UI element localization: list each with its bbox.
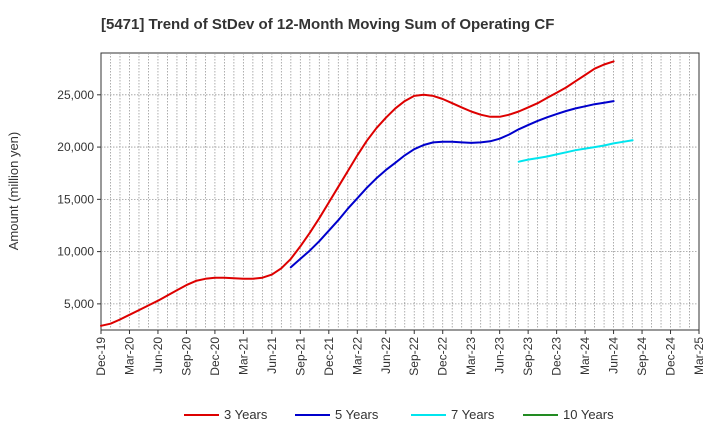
x-tick-label: Jun-23 bbox=[493, 337, 507, 374]
x-tick-label: Dec-19 bbox=[94, 337, 108, 376]
x-tick-label: Dec-20 bbox=[208, 337, 222, 376]
legend-item: 10 Years bbox=[523, 407, 614, 422]
series-line-5-years bbox=[289, 100, 615, 269]
x-tick-label: Sep-24 bbox=[635, 337, 649, 376]
legend-label: 7 Years bbox=[451, 407, 495, 422]
x-tick-label: Mar-22 bbox=[350, 337, 364, 375]
vertical-gridlines bbox=[110, 53, 690, 330]
series-line-3-years bbox=[100, 60, 615, 327]
x-tick-label: Mar-21 bbox=[236, 337, 250, 375]
legend-label: 3 Years bbox=[224, 407, 268, 422]
x-axis-ticks: Dec-19 Mar-20 Jun-20 Sep-20 Dec-20 Mar-21 Jun-… bbox=[94, 330, 706, 376]
x-tick-label: Dec-23 bbox=[550, 337, 564, 376]
x-tick-label: Jun-21 bbox=[265, 337, 279, 374]
x-tick-label: Mar-20 bbox=[122, 337, 136, 375]
x-tick-label: Sep-20 bbox=[179, 337, 193, 376]
y-tick-label: 5,000 bbox=[64, 297, 94, 311]
x-tick-label: Mar-23 bbox=[464, 337, 478, 375]
legend: 3 Years 5 Years 7 Years 10 Years bbox=[184, 407, 614, 422]
x-tick-label: Sep-21 bbox=[293, 337, 307, 376]
x-tick-label: Jun-22 bbox=[379, 337, 393, 374]
y-axis-ticks: 5,000 10,000 15,000 20,000 25,000 bbox=[57, 88, 101, 311]
series-line-7-years bbox=[517, 139, 634, 163]
y-tick-label: 20,000 bbox=[57, 140, 94, 154]
legend-label: 10 Years bbox=[563, 407, 614, 422]
legend-item: 7 Years bbox=[411, 407, 495, 422]
x-tick-label: Dec-21 bbox=[322, 337, 336, 376]
chart-title: [5471] Trend of StDev of 12-Month Moving… bbox=[101, 16, 554, 33]
x-tick-label: Mar-24 bbox=[578, 337, 592, 375]
y-tick-label: 10,000 bbox=[57, 245, 94, 259]
x-tick-label: Mar-25 bbox=[692, 337, 706, 375]
plot-area bbox=[100, 52, 700, 331]
x-tick-label: Dec-22 bbox=[436, 337, 450, 376]
x-tick-label: Sep-22 bbox=[407, 337, 421, 376]
y-tick-label: 15,000 bbox=[57, 192, 94, 206]
x-tick-label: Jun-20 bbox=[151, 337, 165, 374]
x-tick-label: Jun-24 bbox=[607, 337, 621, 374]
y-tick-label: 25,000 bbox=[57, 88, 94, 102]
y-axis-label: Amount (million yen) bbox=[6, 132, 21, 251]
series-lines bbox=[100, 60, 634, 327]
x-tick-label: Dec-24 bbox=[664, 337, 678, 376]
legend-item: 5 Years bbox=[295, 407, 379, 422]
legend-item: 3 Years bbox=[184, 407, 268, 422]
legend-label: 5 Years bbox=[335, 407, 379, 422]
x-tick-label: Sep-23 bbox=[521, 337, 535, 376]
